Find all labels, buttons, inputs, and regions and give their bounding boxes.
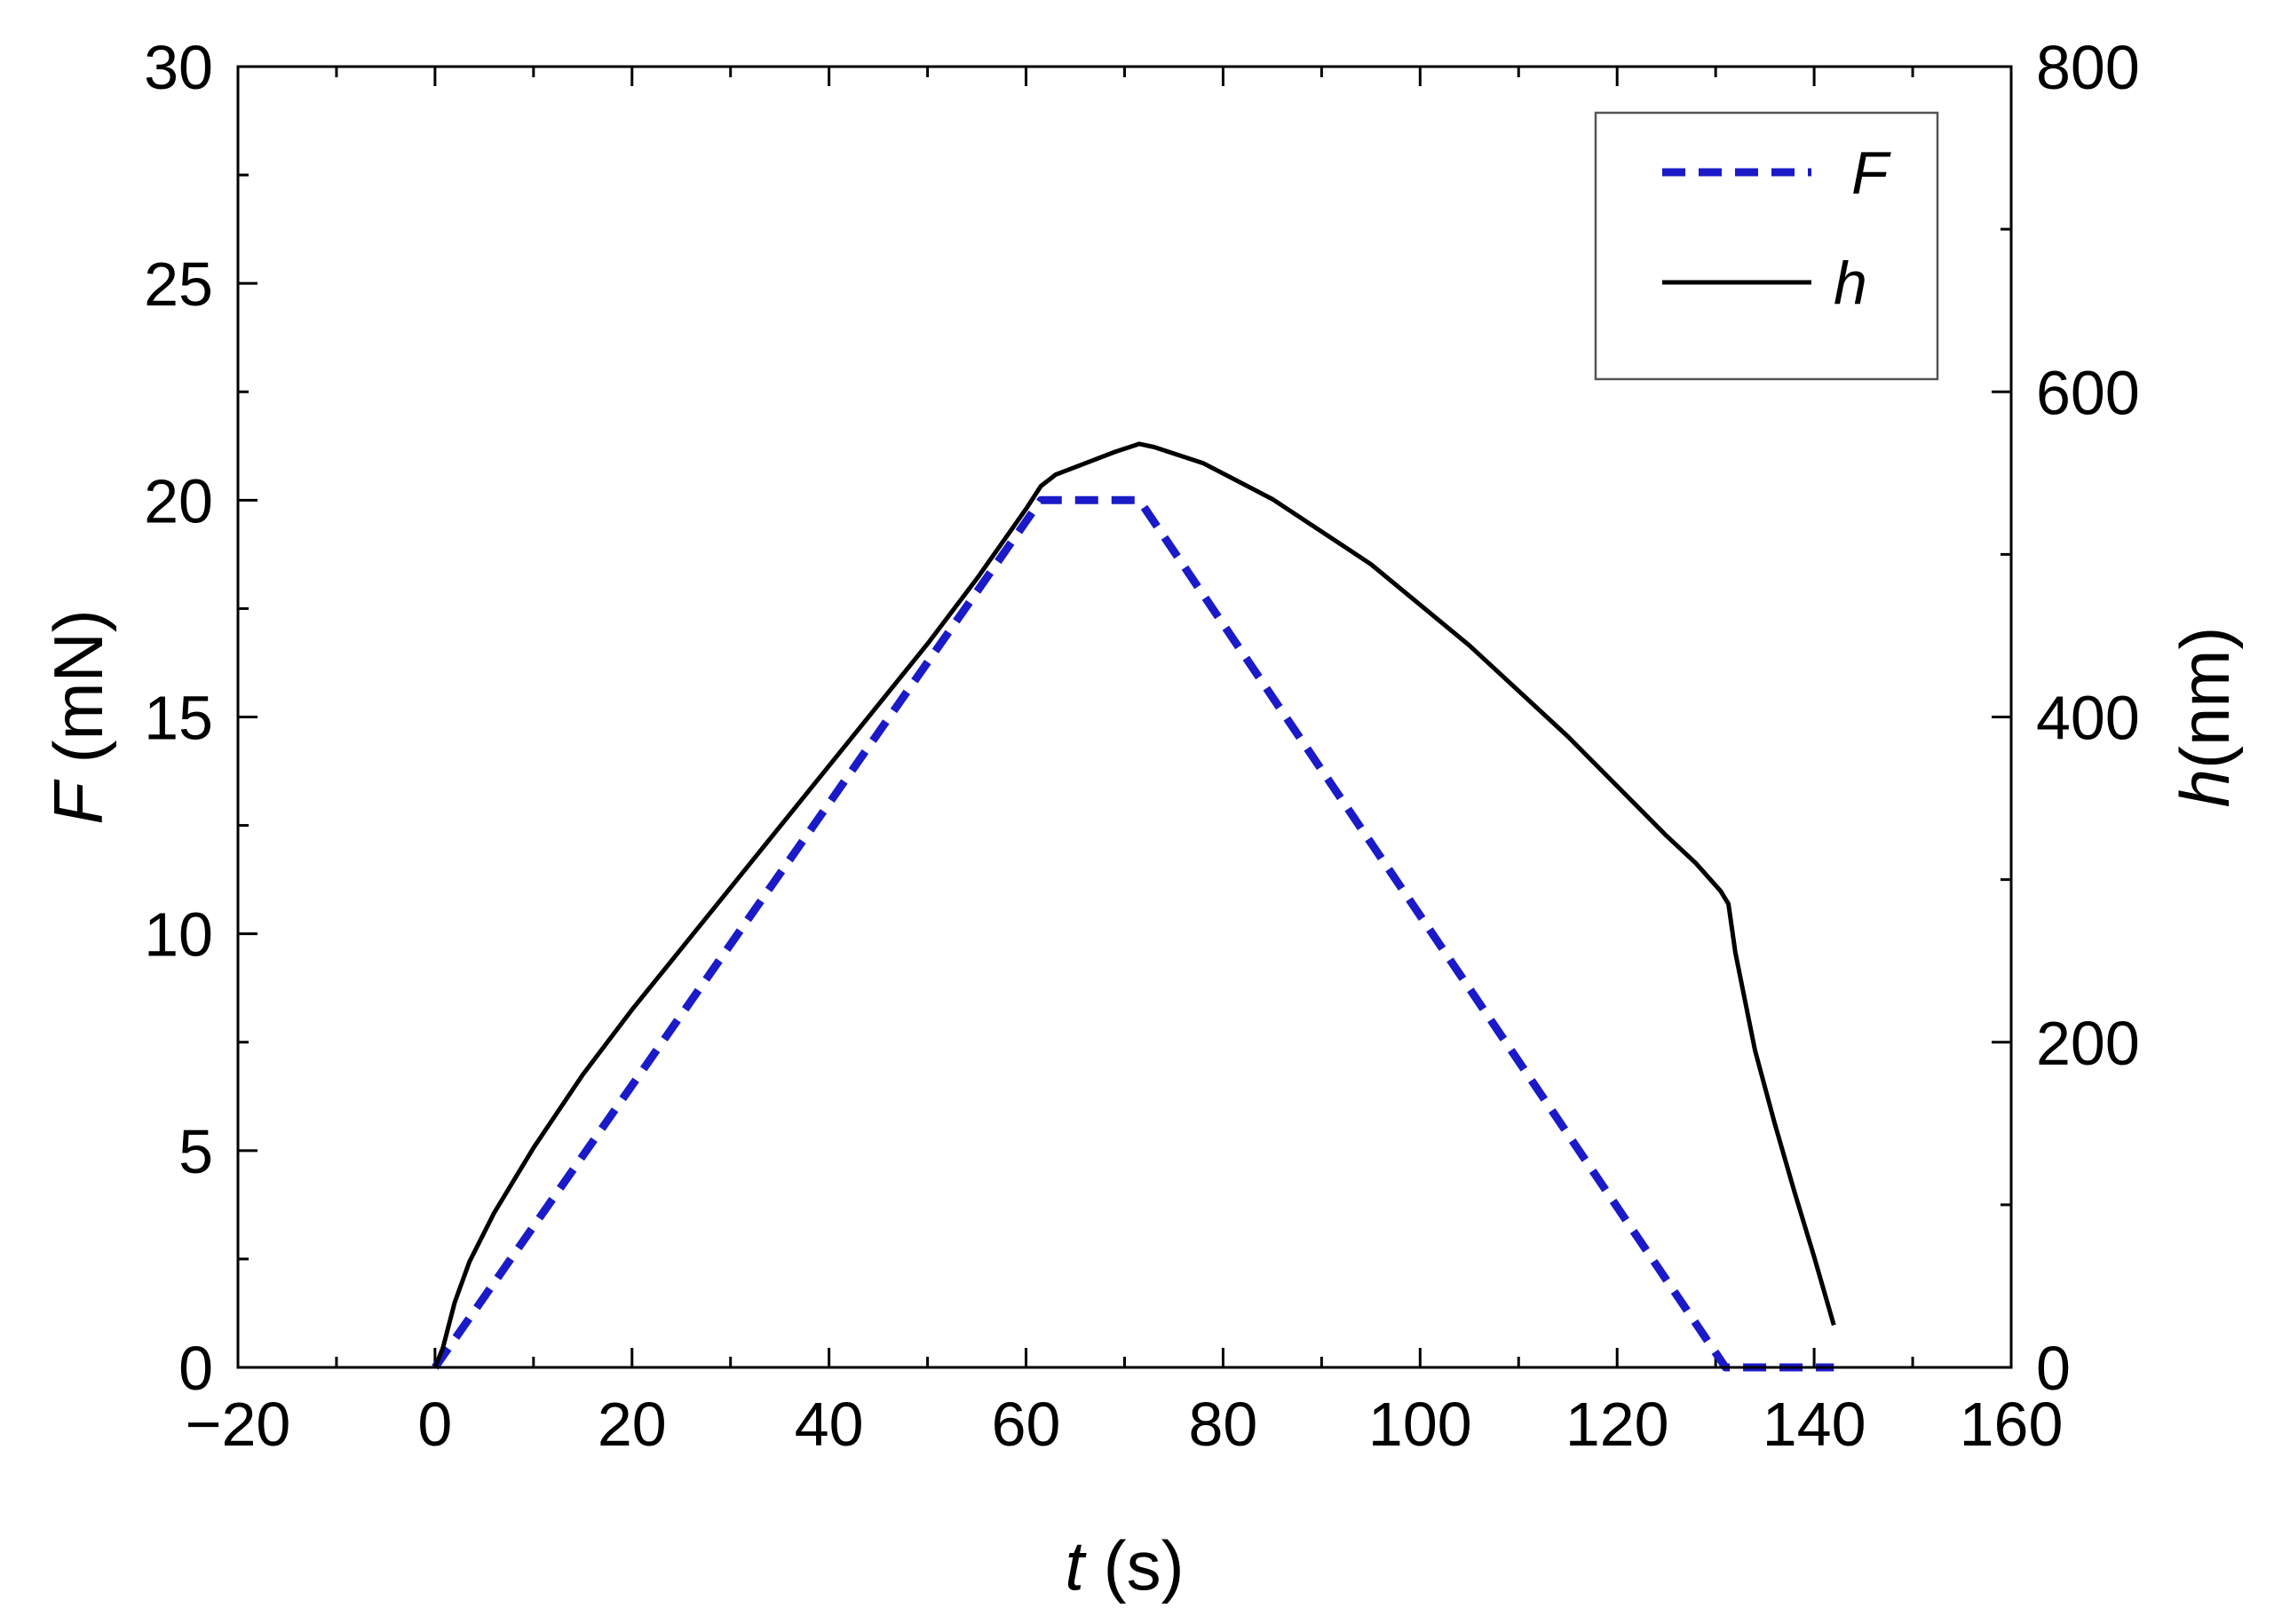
y-right-axis-title-unit: (nm) xyxy=(2166,627,2244,769)
x-tick-label: 160 xyxy=(1960,1390,2064,1459)
x-tick-label: 60 xyxy=(992,1390,1061,1459)
y-left-tick-label: 0 xyxy=(178,1334,213,1403)
legend-box xyxy=(1594,111,1939,381)
y-right-axis-title: h(nm) xyxy=(2166,627,2244,808)
x-tick-label: 0 xyxy=(417,1390,452,1459)
x-axis-title-unit: (s) xyxy=(1084,1526,1185,1604)
x-axis-title-var: t xyxy=(1065,1526,1087,1604)
x-tick-label: 120 xyxy=(1565,1390,1669,1459)
y-left-axis-title: F (mN) xyxy=(39,609,117,825)
x-tick-label: −20 xyxy=(186,1390,291,1459)
y-right-tick-label: 800 xyxy=(2036,33,2140,102)
legend: F h xyxy=(1594,111,1939,381)
series-line-h xyxy=(432,441,1836,1368)
y-right-tick-label: 600 xyxy=(2036,358,2140,427)
y-right-tick-label: 0 xyxy=(2036,1334,2071,1403)
x-tick-label: 140 xyxy=(1763,1390,1866,1459)
y-right-axis-title-var: h xyxy=(2166,769,2244,807)
y-left-tick-label: 20 xyxy=(144,466,213,535)
y-left-axis-title-var: F xyxy=(39,779,117,825)
plot-frame xyxy=(236,65,2013,1369)
legend-label-f: F xyxy=(1851,139,1891,207)
legend-label-h: h xyxy=(1834,250,1867,317)
y-left-tick-label: 30 xyxy=(144,33,213,102)
x-tick-label: 20 xyxy=(598,1390,667,1459)
y-left-tick-label: 10 xyxy=(144,900,213,970)
tick-labels-group: −20 0 20 40 60 80 100 120 140 1600510152025300200… xyxy=(144,33,2140,1459)
y-left-tick-label: 5 xyxy=(178,1117,213,1186)
x-tick-label: 100 xyxy=(1368,1390,1472,1459)
y-left-axis-title-unit: (mN) xyxy=(39,609,117,782)
x-axis-title: t (s) xyxy=(1065,1526,1184,1604)
y-right-tick-label: 200 xyxy=(2036,1009,2140,1078)
y-left-tick-label: 15 xyxy=(144,684,213,753)
x-tick-label: 40 xyxy=(795,1390,864,1459)
x-tick-label: 80 xyxy=(1189,1390,1258,1459)
y-left-tick-label: 25 xyxy=(144,250,213,319)
y-right-tick-label: 400 xyxy=(2036,684,2140,753)
